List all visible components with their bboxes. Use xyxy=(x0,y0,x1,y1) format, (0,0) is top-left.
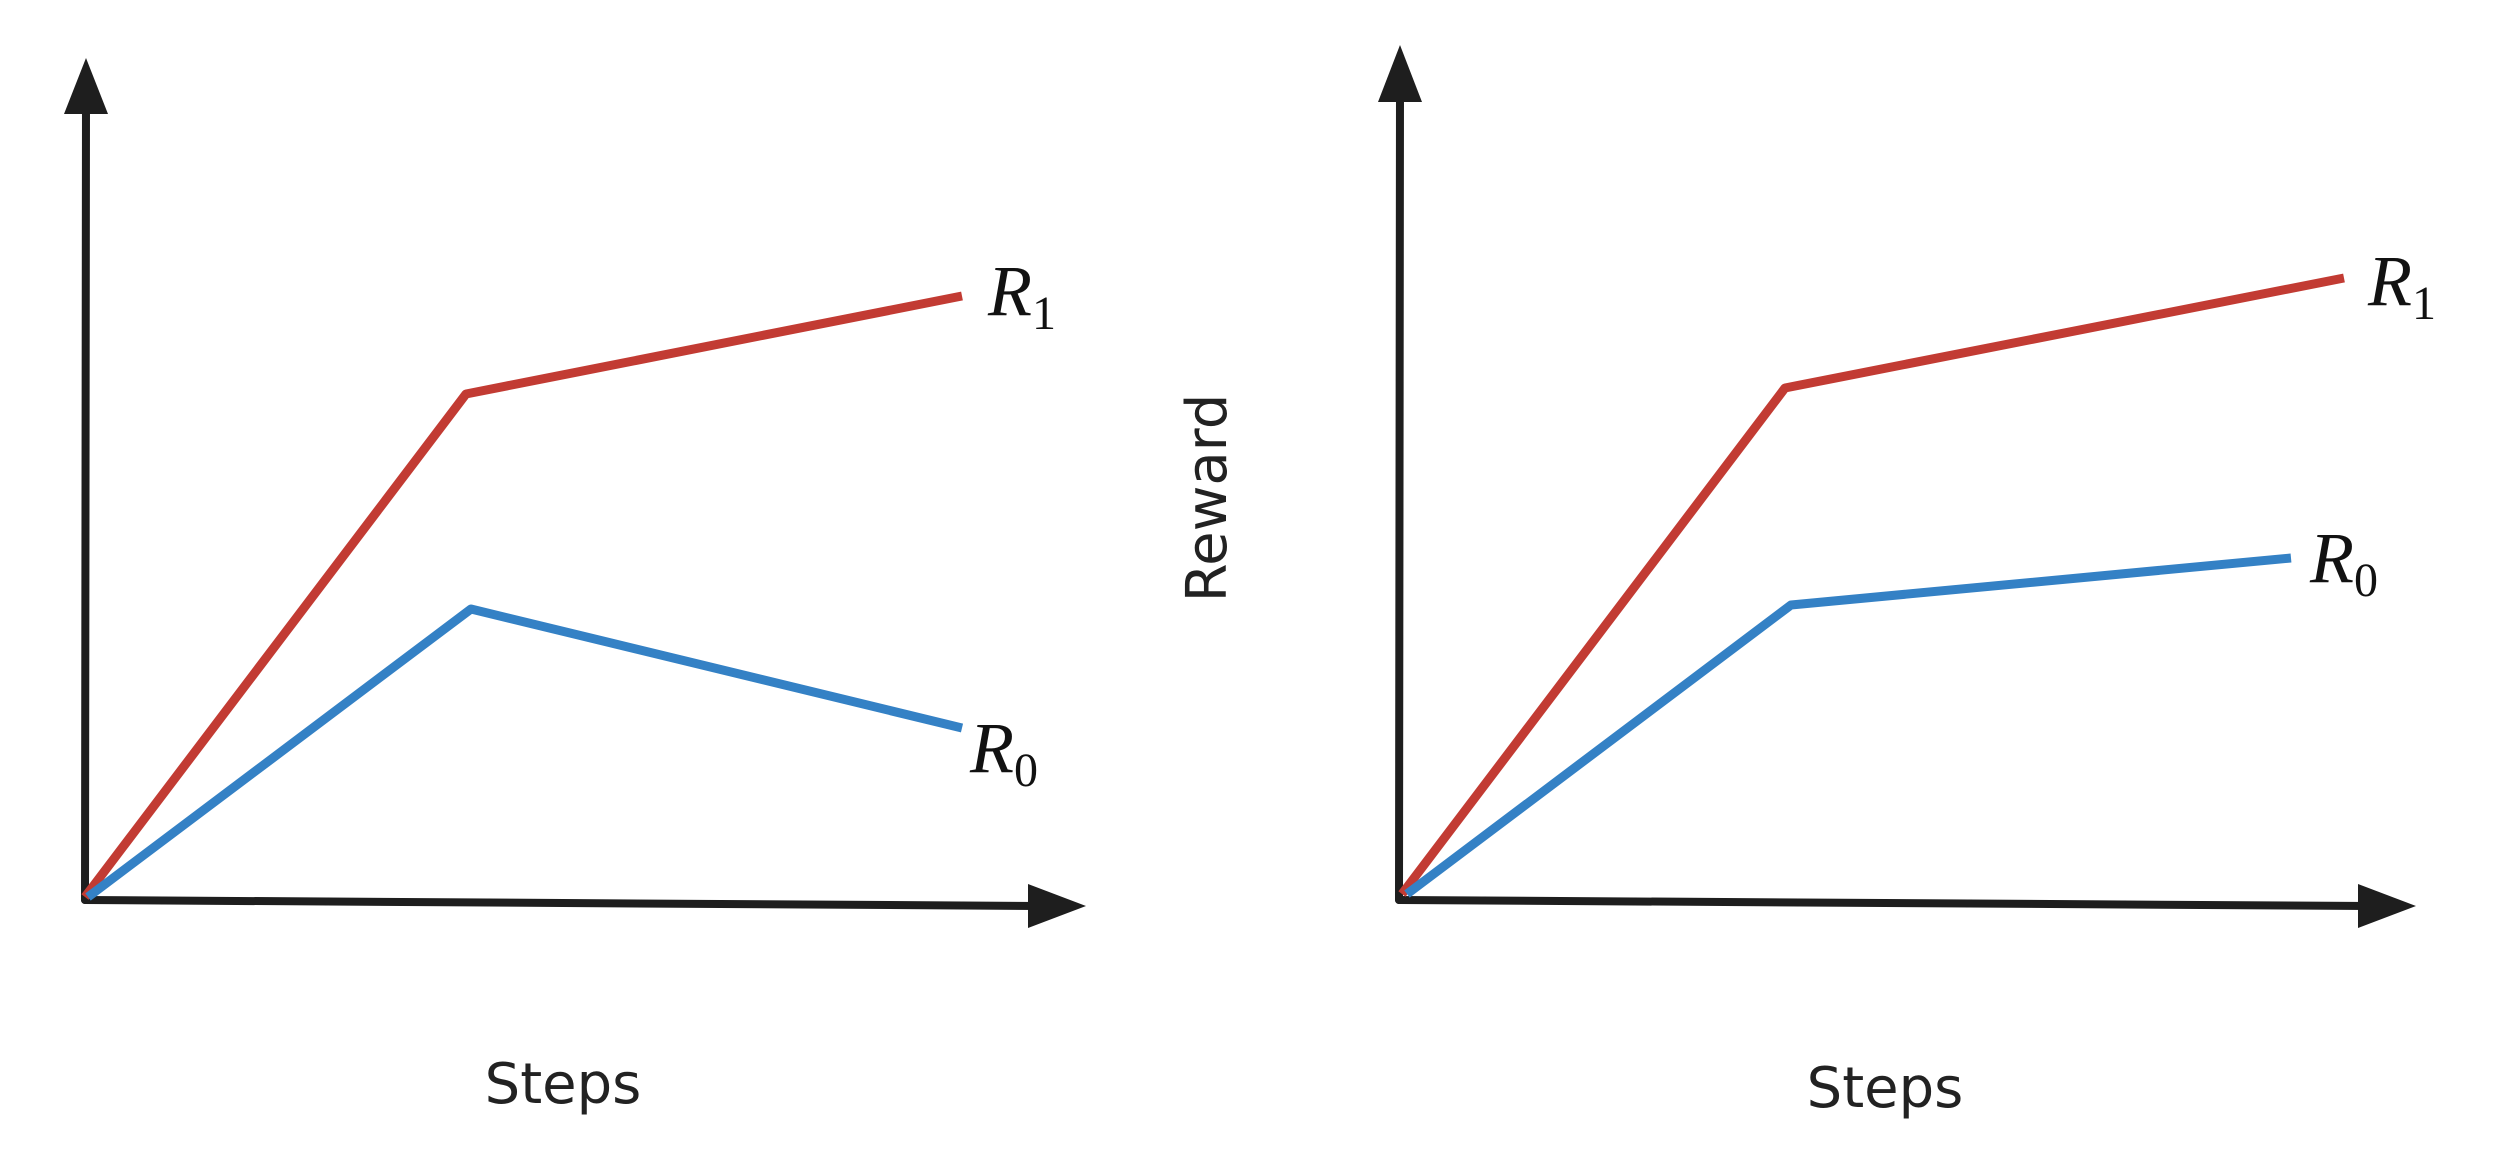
arrow-head xyxy=(1378,45,1422,102)
y-axis xyxy=(81,96,90,904)
x-axis xyxy=(1395,896,2374,910)
symbol: R xyxy=(987,251,1032,331)
arrow-head xyxy=(2358,884,2416,928)
curve-r1 xyxy=(1398,273,2345,897)
curve-label: R1 xyxy=(2367,241,2436,330)
left-panel: R1 R0 Steps xyxy=(64,58,1086,1117)
subscript: 0 xyxy=(1014,744,1038,797)
symbol: R xyxy=(969,708,1014,788)
x-label: Steps xyxy=(485,1052,642,1117)
x-label: Steps xyxy=(1807,1056,1964,1121)
arrow-head xyxy=(1028,884,1086,928)
right-panel: R1 R0 Steps xyxy=(1378,45,2436,1121)
y-axis xyxy=(1395,86,1404,904)
subscript: 1 xyxy=(1032,287,1056,340)
symbol: R xyxy=(2367,241,2412,321)
curve-label: R0 xyxy=(2309,518,2378,607)
y-label: Reward xyxy=(1175,394,1240,603)
curve-r1 xyxy=(81,291,963,900)
curve-label: R0 xyxy=(969,708,1038,797)
x-axis xyxy=(81,896,1044,910)
symbol: R xyxy=(2309,518,2354,598)
curve-r0 xyxy=(1404,553,2292,898)
subscript: 0 xyxy=(2354,554,2378,607)
arrow-head xyxy=(64,58,108,114)
curve-r0 xyxy=(85,604,964,901)
subscript: 1 xyxy=(2412,277,2436,330)
curve-label: R1 xyxy=(987,251,1056,340)
